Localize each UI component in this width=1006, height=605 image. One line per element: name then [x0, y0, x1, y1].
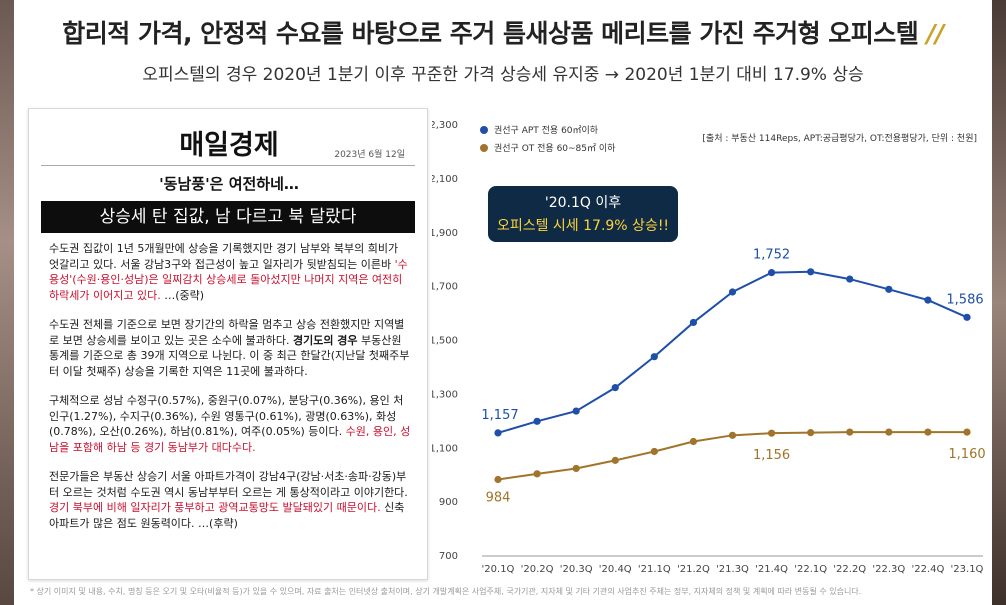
data-point: [885, 285, 893, 293]
data-point: [767, 269, 776, 277]
data-point: [728, 431, 737, 439]
x-tick-label: '21.1Q: [638, 564, 671, 575]
legend-marker: [480, 144, 488, 152]
x-tick-label: '22.1Q: [794, 564, 827, 575]
subhead: 오피스텔의 경우 2020년 1분기 이후 꾸준한 가격 상승세 유지중 → 2…: [142, 65, 864, 85]
x-tick-label: '20.2Q: [521, 564, 554, 575]
callout-line-1: '20.1Q 이후: [544, 195, 622, 211]
y-tick-label: 1,900: [432, 228, 458, 239]
article-headline-banner: 상승세 탄 집값, 남 다르고 북 달랐다: [41, 201, 415, 233]
data-point: [728, 288, 737, 296]
article-subtitle: '동남풍'은 여전하네…: [159, 175, 299, 193]
p1-text-a: 수도권 집값이 1년 5개월만에 상승을 기록했지만 경기 남부와 북부의 희비…: [49, 242, 399, 271]
p2-bold: 경기도의 경우: [293, 333, 358, 347]
data-point: [846, 275, 854, 283]
data-point: [650, 353, 658, 361]
callout-line-2: 오피스텔 시세 17.9% 상승!!: [496, 218, 670, 234]
x-tick-label: '22.2Q: [833, 564, 866, 575]
x-tick-label: '21.4Q: [755, 564, 788, 575]
y-tick-label: 1,100: [432, 443, 458, 454]
data-point: [494, 429, 502, 437]
x-tick-label: '20.1Q: [482, 564, 515, 575]
data-point: [689, 318, 698, 327]
data-point: [572, 464, 580, 473]
data-label: 1,586: [946, 292, 983, 307]
legend-entry: 권선구 OT 전용 60~85㎡ 이하: [494, 142, 616, 154]
data-label: 1,157: [481, 408, 518, 423]
source-note: [출처 : 부동산 114Reps, APT:공급평당가, OT:전용평당가, …: [702, 132, 977, 144]
y-tick-label: 2,100: [432, 174, 458, 185]
y-tick-label: 2,300: [432, 120, 458, 131]
headline-accent: //: [926, 19, 945, 48]
y-tick-label: 700: [439, 551, 458, 562]
p4-text-a: 전문가들은 부동산 상승기 서울 아파트가격이 강남4구(강남·서초·송파·강동…: [49, 470, 408, 499]
article-paragraph-4: 전문가들은 부동산 상승기 서울 아파트가격이 강남4구(강남·서초·송파·강동…: [49, 469, 411, 531]
data-label: 1,752: [753, 248, 790, 263]
p4-highlight: 경기 북부에 비해 일자리가 풍부하고 광역교통망도 발달돼있기 때문이다.: [49, 501, 381, 514]
p3-text-a: 구체적으로 성남 수정구(0.57%), 중원구(0.07%), 분당구(0.3…: [49, 394, 404, 438]
frame-left-edge: [0, 0, 14, 605]
y-tick-label: 1,300: [432, 389, 458, 400]
data-point: [885, 428, 893, 436]
data-point: [650, 447, 658, 456]
x-tick-label: '21.3Q: [716, 564, 749, 575]
data-point: [924, 428, 932, 436]
legend-entry: 권선구 APT 전용 60㎡이하: [494, 124, 599, 136]
data-label: 1,156: [753, 448, 790, 463]
news-clipping: 매일경제 2023년 6월 12일 '동남풍'은 여전하네… 상승세 탄 집값,…: [28, 108, 428, 580]
headline: 합리적 가격, 안정적 수요를 바탕으로 주거 틈새상품 메리트를 가진 주거형…: [0, 14, 1006, 50]
data-point: [611, 384, 619, 392]
data-point: [807, 268, 815, 276]
data-label: 984: [486, 490, 511, 505]
p1-highlight: '수용성'(수원·용인·성남)은 일찌감치 상승세로 돌아섰지만 나머지 지역은…: [49, 257, 408, 302]
x-tick-label: '20.3Q: [560, 564, 593, 575]
data-point: [767, 429, 776, 437]
y-tick-label: 1,500: [432, 336, 458, 347]
data-point: [572, 407, 580, 415]
x-tick-label: '20.4Q: [599, 564, 632, 575]
line-chart-svg: 2,300 2,100 1,900 1,700 1,500 1,300 1,100 900 70…: [432, 120, 986, 575]
p2-text-a: 수도권 전체를 기준으로 보면 장기간의 하락을 멈추고 상승 전환했지만 지역…: [49, 318, 405, 347]
x-tick-label: '21.2Q: [677, 564, 710, 575]
x-tick-label: '23.1Q: [951, 564, 984, 575]
p2-text-b: 부동산원 통계를 기준으로 총 39개 지역으로 나뉜다. 이 중 최근 한달간…: [49, 333, 410, 378]
y-tick-label: 900: [439, 497, 458, 508]
x-tick-label: '22.4Q: [911, 564, 944, 575]
legend-marker: [480, 126, 488, 134]
price-trend-chart: 2,300 2,100 1,900 1,700 1,500 1,300 1,100 900 70…: [432, 108, 992, 586]
data-point: [494, 475, 502, 484]
y-tick-label: 1,700: [432, 282, 458, 293]
data-point: [846, 428, 854, 436]
data-label: 1,160: [948, 447, 985, 462]
newspaper-name: 매일경제: [179, 130, 279, 161]
x-tick-label: '22.3Q: [872, 564, 905, 575]
data-point: [963, 313, 971, 321]
article-paragraph-3: 구체적으로 성남 수정구(0.57%), 중원구(0.07%), 분당구(0.3…: [49, 393, 411, 455]
masthead-divider: [41, 165, 415, 166]
article-body: 수도권 집값이 1년 5개월만에 상승을 기록했지만 경기 남부와 북부의 희비…: [49, 241, 411, 545]
headline-text: 합리적 가격, 안정적 수요를 바탕으로 주거 틈새상품 메리트를 가진 주거형…: [62, 19, 919, 48]
data-point: [924, 296, 932, 304]
p3-highlight: 수원, 용인, 성남을 포함해 하남 등 경기 동남부가 대다수다.: [49, 425, 411, 454]
data-point: [807, 429, 815, 437]
callout-box: '20.1Q 이후 오피스텔 시세 17.9% 상승!!: [488, 186, 678, 242]
data-point: [533, 470, 541, 478]
frame-right-edge: [992, 0, 1006, 605]
data-point: [963, 428, 971, 436]
footnote: * 상기 이미지 및 내용, 수치, 명칭 등은 오기 및 오타(비율적 등)가…: [30, 587, 862, 596]
data-point: [533, 417, 541, 425]
p4-text-b: 신축 아파트가 많은 점도 원동력이다. …(후략): [49, 501, 405, 530]
article-paragraph-2: 수도권 전체를 기준으로 보면 장기간의 하락을 멈추고 상승 전환했지만 지역…: [49, 317, 411, 379]
data-point: [611, 456, 619, 464]
data-point: [689, 437, 698, 446]
series-line: [497, 270, 968, 434]
p1-text-b: …(중략): [160, 288, 205, 302]
article-paragraph-1: 수도권 집값이 1년 5개월만에 상승을 기록했지만 경기 남부와 북부의 희비…: [49, 241, 411, 303]
article-date: 2023년 6월 12일: [334, 150, 405, 160]
series-line: [497, 431, 967, 481]
